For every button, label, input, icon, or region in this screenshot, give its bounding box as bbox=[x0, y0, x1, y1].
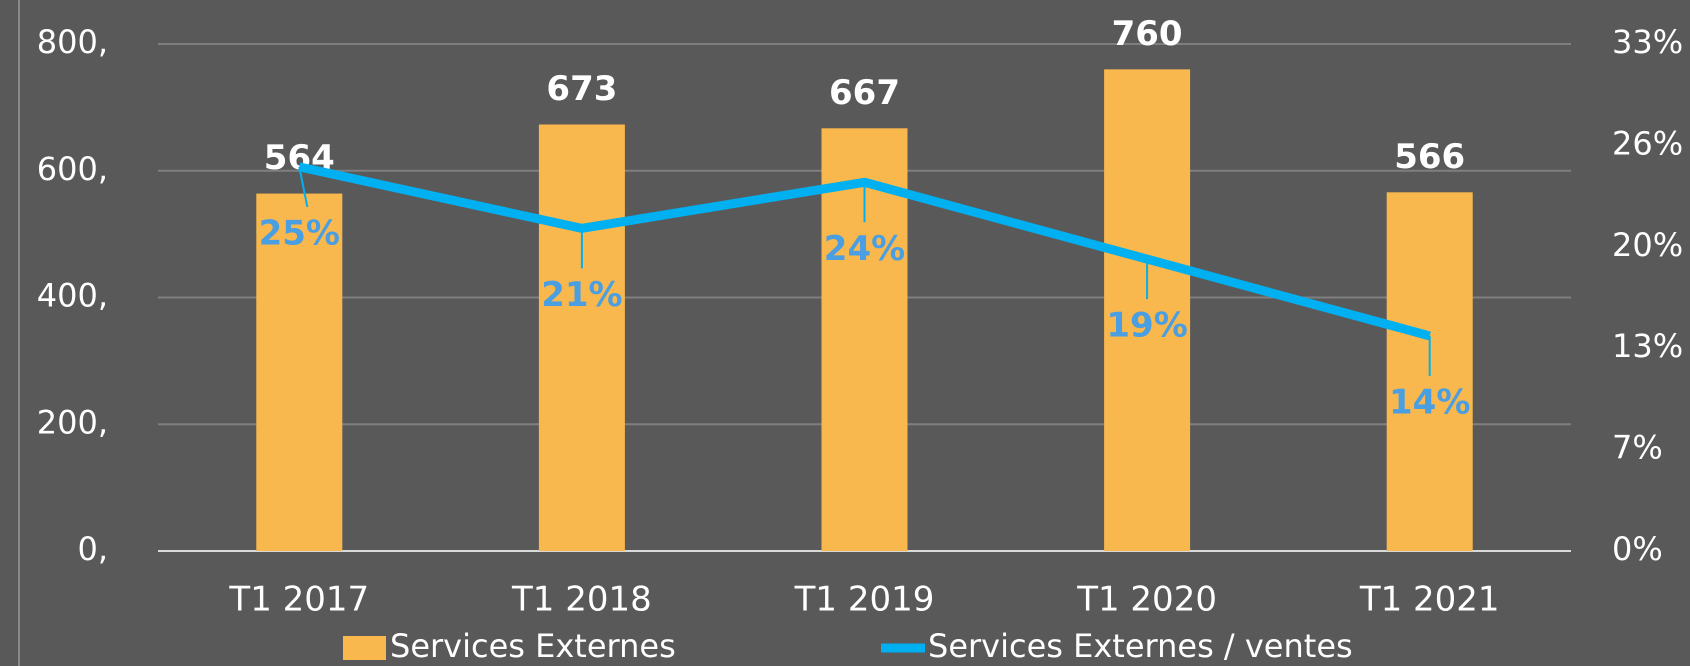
bar-value-label: 760 bbox=[1112, 14, 1183, 54]
y2-tick-label: 33% bbox=[1612, 23, 1683, 61]
y2-tick-label: 0% bbox=[1612, 530, 1663, 568]
bar-value-label: 673 bbox=[546, 69, 617, 109]
line-value-label: 24% bbox=[824, 229, 905, 269]
bar bbox=[256, 193, 343, 551]
y-tick-label: 600, bbox=[37, 150, 108, 188]
y-tick-label: 200, bbox=[37, 403, 108, 441]
x-tick-label: T1 2021 bbox=[1359, 580, 1500, 620]
bar-value-label: 667 bbox=[829, 73, 900, 113]
line-value-label: 21% bbox=[541, 275, 622, 315]
y-tick-label: 400, bbox=[37, 277, 108, 315]
y-tick-label: 0, bbox=[77, 530, 108, 568]
bar bbox=[538, 124, 625, 551]
y2-tick-label: 20% bbox=[1612, 226, 1683, 264]
x-tick-label: T1 2017 bbox=[228, 580, 369, 620]
line-value-label: 25% bbox=[259, 213, 340, 253]
y2-tick-label: 26% bbox=[1612, 124, 1683, 162]
bar-value-label: 566 bbox=[1394, 137, 1465, 177]
legend-swatch bbox=[343, 636, 386, 660]
x-tick-label: T1 2018 bbox=[511, 580, 652, 620]
line-value-label: 14% bbox=[1389, 382, 1470, 422]
legend-label: Services Externes / ventes bbox=[928, 627, 1353, 665]
x-tick-label: T1 2019 bbox=[794, 580, 935, 620]
legend-label: Services Externes bbox=[390, 627, 676, 665]
y-tick-label: 800, bbox=[37, 23, 108, 61]
bar bbox=[1104, 69, 1191, 551]
line-value-label: 19% bbox=[1106, 306, 1187, 346]
y2-tick-label: 7% bbox=[1612, 429, 1663, 467]
leader-line bbox=[298, 166, 309, 208]
y2-tick-label: 13% bbox=[1612, 327, 1683, 365]
x-tick-label: T1 2020 bbox=[1076, 580, 1217, 620]
